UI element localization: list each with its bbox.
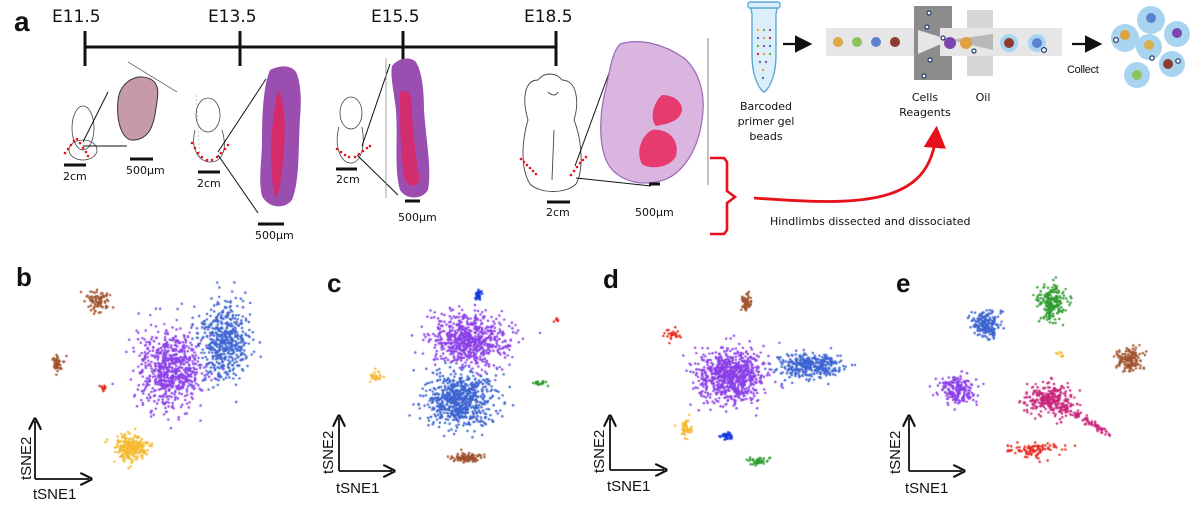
axis-label-x-b: tSNE1 [33,486,77,503]
axis-label-y-d: tSNE2 [591,429,608,473]
axis-label-x-c: tSNE1 [336,480,380,497]
axis-label-x-d: tSNE1 [607,478,651,495]
panel-letter-d: d [603,264,619,294]
panel-letter-b: b [16,262,32,292]
axis-label-y-e: tSNE2 [887,430,904,474]
axis-label-x-e: tSNE1 [905,480,949,497]
axis-label-y-b: tSNE2 [18,436,35,480]
panel-letter-e: e [896,268,911,298]
panel-letter-c: c [327,268,342,298]
axis-label-y-c: tSNE2 [320,430,337,474]
